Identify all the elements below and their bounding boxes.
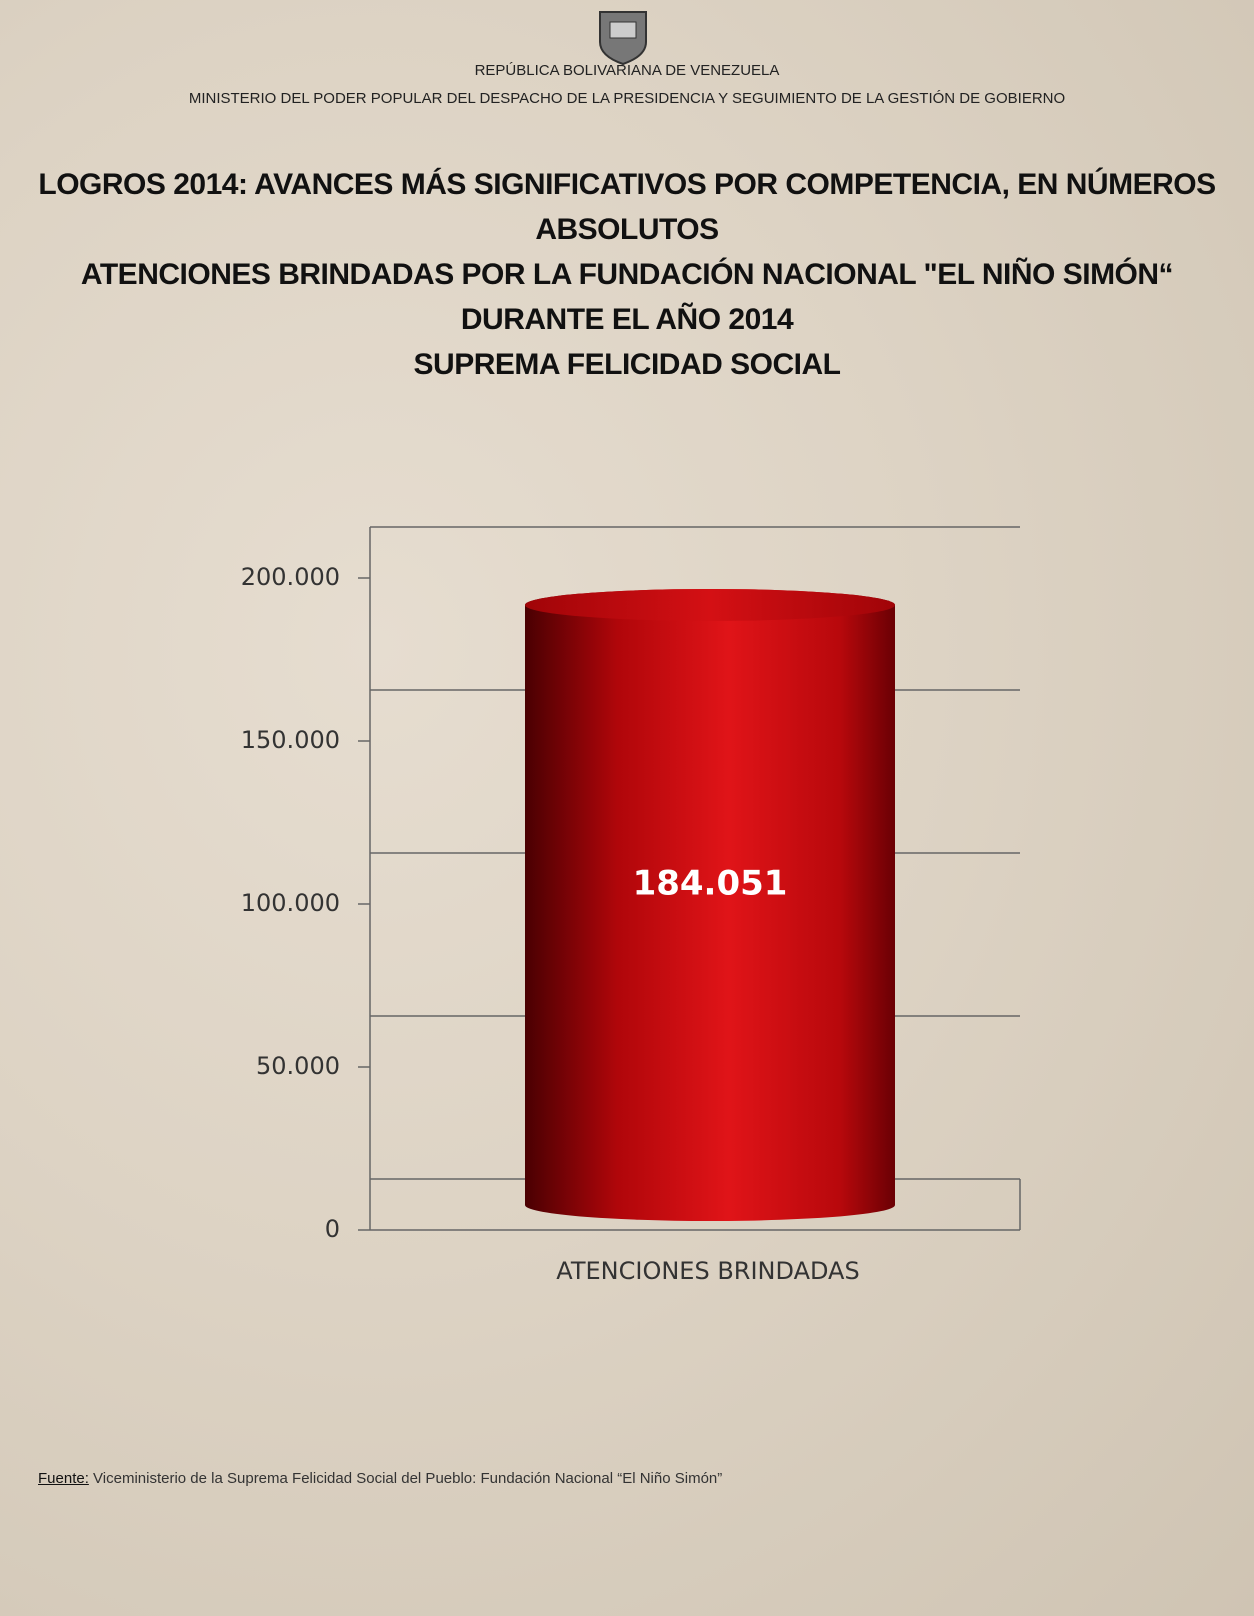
y-tick-label: 150.000 [241, 726, 340, 754]
source: Fuente: Viceministerio de la Suprema Fel… [38, 1470, 722, 1487]
country: REPÚBLICA BOLIVARIANA DE VENEZUELA [474, 62, 780, 79]
bar [525, 588, 895, 1221]
title-line: LOGROS 2014: AVANCES MÁS SIGNIFICATIVOS … [38, 168, 1216, 246]
value-label: 184.051 [633, 863, 788, 903]
source-text: Viceministerio de la Suprema Felicidad S… [93, 1470, 723, 1487]
y-tick-label: 200.000 [241, 563, 340, 591]
title-line: SUPREMA FELICIDAD SOCIAL [413, 348, 841, 381]
y-tick-label: 100.000 [241, 889, 340, 917]
chart: 0 50.000 100.000 150.000 200.000 ATENCIONES B… [241, 526, 1021, 1285]
y-tick-label: 50.000 [256, 1052, 340, 1080]
bar-top [525, 588, 895, 621]
emblem [599, 11, 647, 66]
y-tick-label: 0 [325, 1215, 340, 1243]
source-label: Fuente: [38, 1470, 89, 1487]
x-tick-label: ATENCIONES BRINDADAS [556, 1257, 859, 1285]
chart-title: LOGROS 2014: AVANCES MÁS SIGNIFICATIVOS … [27, 162, 1227, 387]
ministry: MINISTERIO DEL PODER POPULAR DEL DESPACH… [188, 90, 1066, 107]
title-line: ATENCIONES BRINDADAS POR LA FUNDACIÓN NA… [80, 258, 1174, 336]
